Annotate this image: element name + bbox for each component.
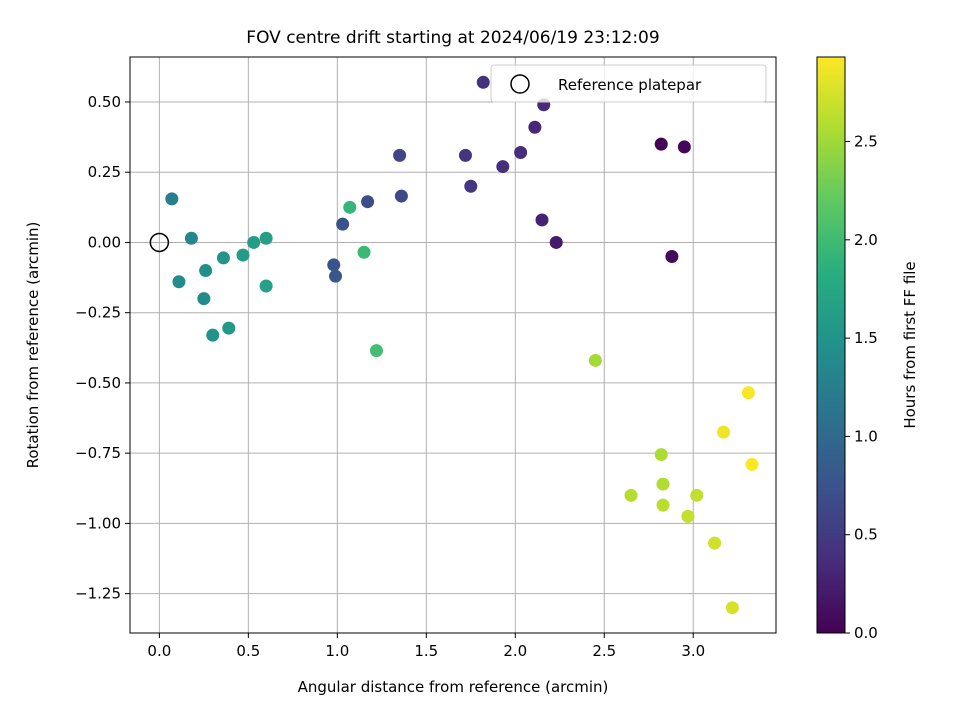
data-point [199,264,213,278]
legend: Reference platepar [490,64,767,103]
y-tick-label: −1.25 [75,585,121,603]
plot-background [130,57,776,633]
data-point [259,279,273,293]
colorbar-tick-label: 1.5 [854,329,878,347]
colorbar-tick-label: 2.5 [854,133,878,151]
data-point [394,189,408,203]
data-point [329,269,343,283]
y-tick-label: −1.00 [75,514,121,532]
data-point [681,509,695,523]
legend-box [490,64,767,103]
data-point [236,248,250,262]
data-point [656,498,670,512]
y-tick-label: 0.50 [88,93,121,111]
data-point [514,146,528,160]
data-point [259,231,273,245]
x-tick-label: 1.5 [414,642,438,660]
plot-frame [129,56,777,634]
data-point [165,192,179,206]
data-point [741,386,755,400]
data-point [654,448,668,462]
legend-label: Reference platepar [558,76,702,94]
data-point [197,292,211,306]
data-point [528,120,542,134]
data-point [624,488,638,502]
x-axis-label: Angular distance from reference (arcmin) [298,678,609,696]
data-point [496,160,510,174]
data-point [357,245,371,259]
y-tick-label: 0.00 [88,233,121,251]
data-point [206,328,220,342]
colorbar-tick-label: 0.0 [854,624,878,642]
data-point [717,425,731,439]
colorbar-tick-label: 2.0 [854,231,878,249]
y-axis-ticks: 0.50 0.25 0.00 −0.25 −0.50 −0.75 −1.00 −1.25 [75,93,130,603]
colorbar-label: Hours from first FF file [901,261,919,428]
data-point [535,213,549,227]
data-point [247,235,261,249]
data-point [458,148,472,162]
data-point [361,195,375,209]
data-point [327,258,341,272]
x-tick-label: 2.5 [592,642,616,660]
data-point [464,179,478,193]
data-point [172,275,186,289]
data-point [588,353,602,367]
data-point [677,140,691,154]
x-tick-label: 0.0 [147,642,171,660]
y-axis-label: Rotation from reference (arcmin) [24,222,42,469]
colorbar-ticks: 0.0 0.5 1.0 1.5 2.0 2.5 [845,133,878,642]
data-point [393,148,407,162]
reference-point [149,232,170,253]
data-point [369,344,383,358]
y-tick-label: 0.25 [88,163,121,181]
x-tick-label: 3.0 [681,642,705,660]
data-point [745,457,759,471]
colorbar: 0.0 0.5 1.0 1.5 2.0 2.5 Hours from first FF f… [816,56,919,642]
y-tick-label: −0.75 [75,444,121,462]
colorbar-gradient [816,56,846,634]
y-tick-label: −0.50 [75,374,121,392]
data-point [336,217,350,231]
grid-lines [130,57,776,633]
colorbar-tick-label: 0.5 [854,526,878,544]
data-point [690,488,704,502]
x-tick-label: 0.5 [236,642,260,660]
legend-marker [510,74,530,94]
y-tick-label: −0.25 [75,304,121,322]
data-point [476,75,490,89]
data-point [708,536,722,550]
data-points [165,75,759,615]
x-tick-label: 2.0 [503,642,527,660]
data-point [216,251,230,265]
colorbar-tick-label: 1.0 [854,427,878,445]
data-point [549,235,563,249]
data-point [665,249,679,263]
data-point [343,200,357,214]
chart-title: FOV centre drift starting at 2024/06/19 … [246,28,659,48]
data-point [654,137,668,151]
x-axis-ticks: 0.0 0.5 1.0 1.5 2.0 2.5 3.0 [147,633,705,660]
data-point [184,231,198,245]
data-point [656,477,670,491]
data-point [725,601,739,615]
data-point [222,321,236,335]
x-tick-label: 1.0 [325,642,349,660]
